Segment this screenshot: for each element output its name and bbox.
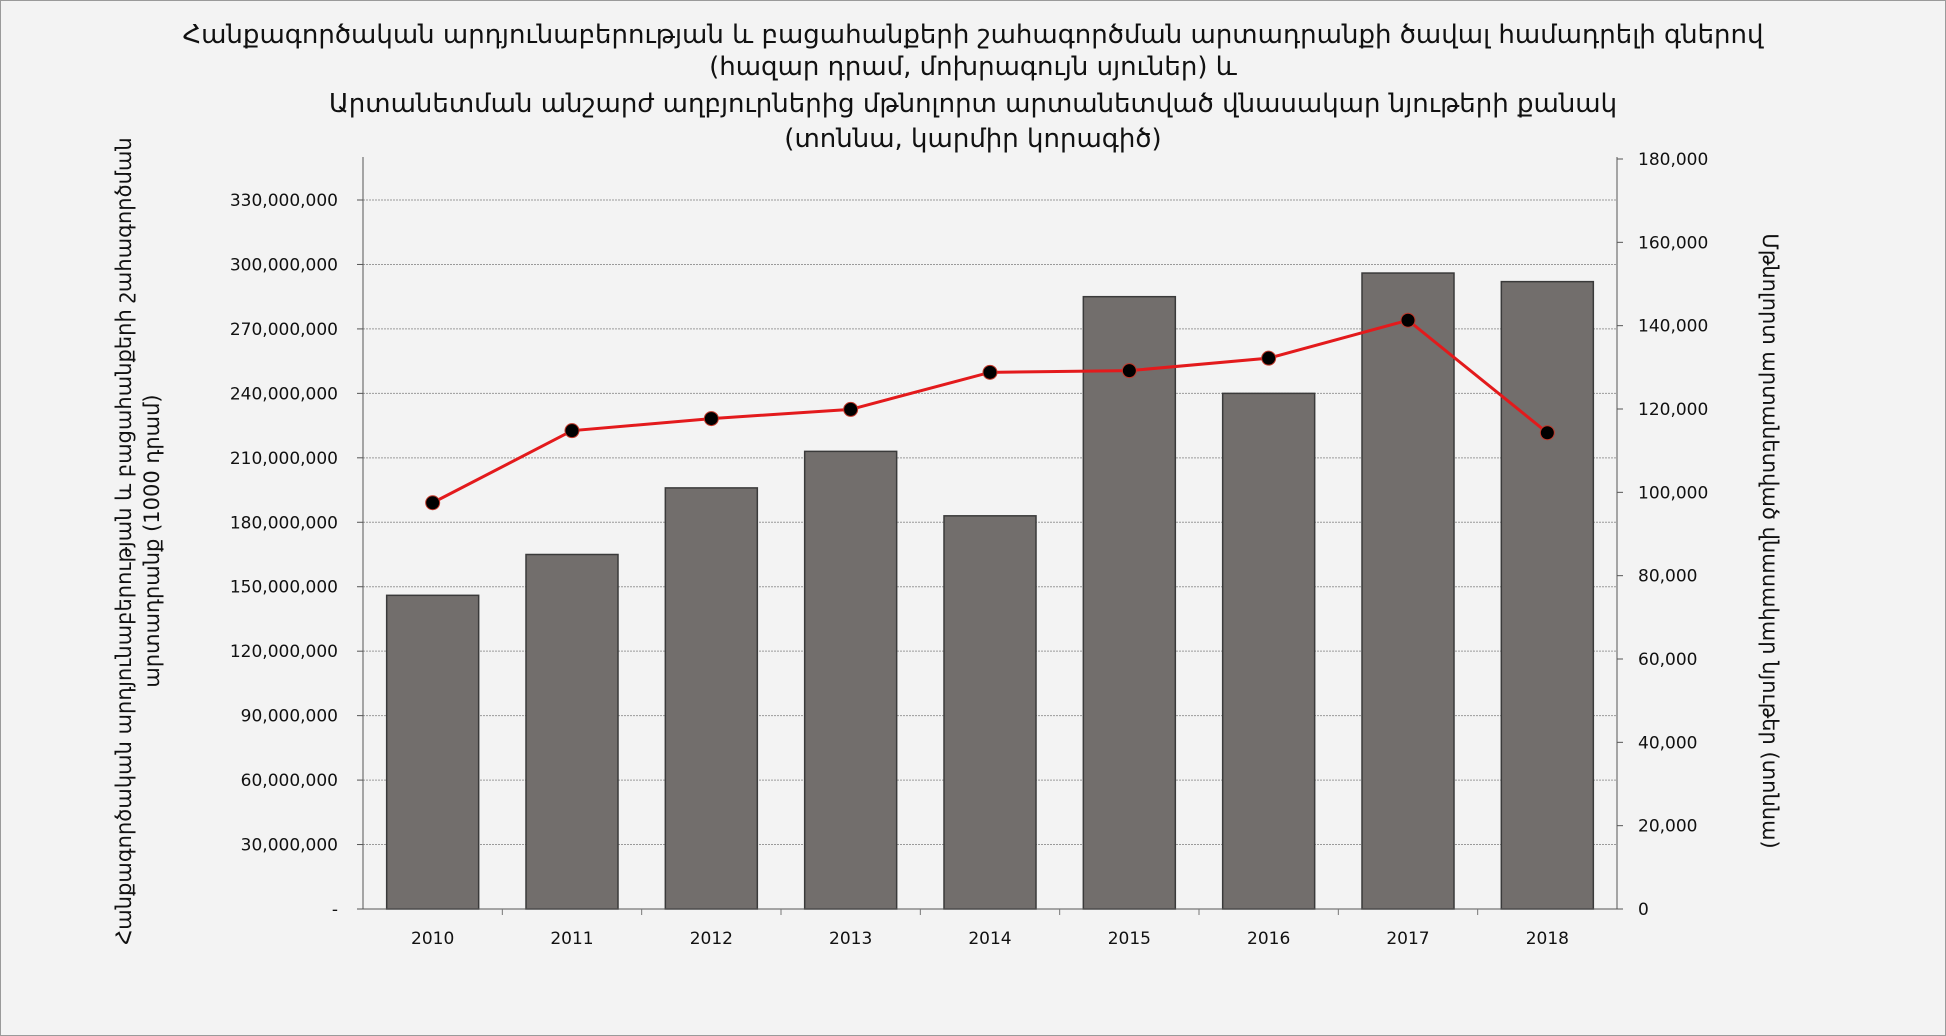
left-axis-tick-label: 60,000,000 xyxy=(241,771,338,791)
chart-title-line: Հանքագործական արդյունաբերության և բացահա… xyxy=(182,20,1764,50)
x-axis-tick-label: 2013 xyxy=(829,929,872,949)
chart-title-line: Արտանետման անշարժ աղբյուրներից մթնոլորտ … xyxy=(329,89,1617,119)
chart-title-line: (հազար դրամ, մոխրագույն սյուներ) և xyxy=(709,52,1238,82)
chart-title-line: (տոննա, կարմիր կորագիծ) xyxy=(784,124,1161,154)
line-point xyxy=(1400,312,1416,328)
line-point xyxy=(703,411,719,427)
x-axis-tick-label: 2015 xyxy=(1108,929,1151,949)
bar xyxy=(525,553,619,910)
line-point xyxy=(564,423,580,439)
bar xyxy=(385,594,480,910)
line-series xyxy=(425,312,1555,511)
right-axis-tick-label: 140,000 xyxy=(1638,317,1708,337)
left-axis-tick-label: - xyxy=(332,900,338,920)
x-axis-tick-label: 2011 xyxy=(550,929,593,949)
axes xyxy=(357,157,1623,915)
x-axis-tick-label: 2014 xyxy=(968,929,1011,949)
right-axis-tick-label: 20,000 xyxy=(1638,817,1697,837)
line-point xyxy=(843,401,859,417)
left-axis-tick-label: 120,000,000 xyxy=(230,642,338,662)
left-axis-tick-label: 240,000,000 xyxy=(230,384,338,404)
chart-title: Հանքագործական արդյունաբերության և բացահա… xyxy=(182,20,1764,154)
bar xyxy=(803,450,898,910)
line-point xyxy=(425,495,441,511)
right-axis-tick-label: 0 xyxy=(1638,900,1649,920)
left-axis-tick-label: 330,000,000 xyxy=(230,191,338,211)
bar xyxy=(1221,392,1316,910)
line-point xyxy=(1539,425,1555,441)
left-axis-title: արտադրանք (1000 դրամ) xyxy=(140,394,164,687)
right-axis-tick-label: 120,000 xyxy=(1638,400,1708,420)
x-axis-tick-label: 2016 xyxy=(1247,929,1290,949)
x-axis-tick-label: 2012 xyxy=(690,929,733,949)
left-axis-tick-label: 270,000,000 xyxy=(230,320,338,340)
right-axis-tick-label: 40,000 xyxy=(1638,733,1697,753)
left-axis-tick-label: 210,000,000 xyxy=(230,449,338,469)
right-axis-tick-label: 80,000 xyxy=(1638,567,1697,587)
x-axis-tick-label: 2010 xyxy=(411,929,454,949)
line-point xyxy=(982,364,998,380)
left-axis-tick-label: 180,000,000 xyxy=(230,513,338,533)
left-axis-tick-label: 30,000,000 xyxy=(241,836,338,856)
left-axis-tick-label: 300,000,000 xyxy=(230,255,338,275)
line-point xyxy=(1261,350,1277,366)
x-axis-tick-label: 2018 xyxy=(1526,929,1569,949)
bar xyxy=(1500,280,1595,910)
left-axis-tick-label: 150,000,000 xyxy=(230,578,338,598)
right-axis-tick-label: 160,000 xyxy=(1638,233,1708,253)
bar xyxy=(943,515,1037,910)
right-axis-tick-label: 100,000 xyxy=(1638,483,1708,503)
right-axis-title: Մթնոլորտ արտանետված վնասակար նյութեր (տո… xyxy=(1758,233,1782,849)
right-axis-tick-label: 180,000 xyxy=(1638,150,1708,170)
left-axis-tick-label: 90,000,000 xyxy=(241,707,338,727)
left-axis-title: Հանքագործական արդյունաբերության և բացահա… xyxy=(112,137,136,945)
bar-series xyxy=(385,272,1595,910)
right-axis-tick-label: 60,000 xyxy=(1638,650,1697,670)
axis-labels: - 30,000,000 60,000,000 90,000,000 120,000,0… xyxy=(112,137,1782,949)
bar xyxy=(1361,272,1455,910)
bar xyxy=(1082,295,1177,910)
x-axis-tick-label: 2017 xyxy=(1386,929,1429,949)
bar xyxy=(664,487,759,910)
line-point xyxy=(1121,363,1137,379)
